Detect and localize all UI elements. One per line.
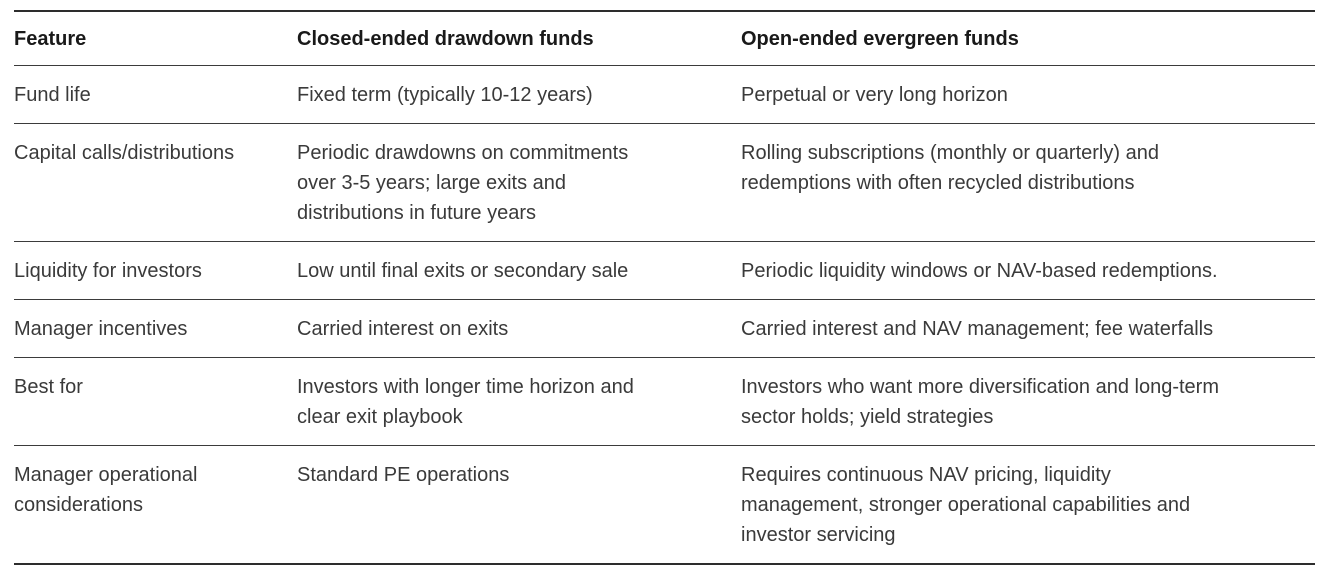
feature-cell: Fund life — [14, 65, 297, 124]
table-row: Manager incentives Carried interest on e… — [14, 299, 1315, 358]
feature-cell: Liquidity for investors — [14, 241, 297, 300]
closed-ended-cell: Fixed term (typically 10-12 years) — [297, 65, 741, 124]
feature-cell: Capital calls/distributions — [14, 123, 297, 242]
open-ended-cell: Rolling subscriptions (monthly or quarte… — [741, 123, 1315, 242]
open-ended-cell: Investors who want more diversification … — [741, 357, 1315, 446]
open-ended-cell: Requires continuous NAV pricing, liquidi… — [741, 464, 1191, 546]
closed-ended-cell: Low until final exits or secondary sale — [297, 241, 741, 300]
closed-ended-cell: Carried interest on exits — [297, 299, 741, 358]
table-body: Fund life Fixed term (typically 10-12 ye… — [14, 65, 1315, 565]
table-row: Capital calls/distributions Periodic dra… — [14, 123, 1315, 242]
column-header-closed-ended: Closed-ended drawdown funds — [297, 11, 741, 66]
open-ended-cell: Perpetual or very long horizon — [741, 65, 1315, 124]
table-row: Fund life Fixed term (typically 10-12 ye… — [14, 65, 1315, 124]
header-row: Feature Closed-ended drawdown funds Open… — [14, 11, 1315, 66]
feature-cell: Best for — [14, 357, 297, 446]
column-header-open-ended: Open-ended evergreen funds — [741, 11, 1315, 66]
feature-cell: Manager operational considerations — [14, 464, 198, 516]
closed-ended-cell: Investors with longer time horizon and c… — [297, 357, 741, 446]
table-header: Feature Closed-ended drawdown funds Open… — [14, 11, 1315, 66]
table-row: Manager operational considerations Stand… — [14, 446, 1315, 565]
table-row: Liquidity for investors Low until final … — [14, 241, 1315, 300]
open-ended-cell: Periodic liquidity windows or NAV-based … — [741, 241, 1315, 300]
fund-comparison-table: Feature Closed-ended drawdown funds Open… — [14, 10, 1315, 565]
column-header-feature: Feature — [14, 11, 297, 66]
closed-ended-cell: Standard PE operations — [297, 464, 510, 486]
open-ended-cell: Carried interest and NAV management; fee… — [741, 299, 1315, 358]
closed-ended-cell: Periodic drawdowns on commitments over 3… — [297, 123, 741, 242]
feature-cell: Manager incentives — [14, 299, 297, 358]
table-row: Best for Investors with longer time hori… — [14, 357, 1315, 446]
